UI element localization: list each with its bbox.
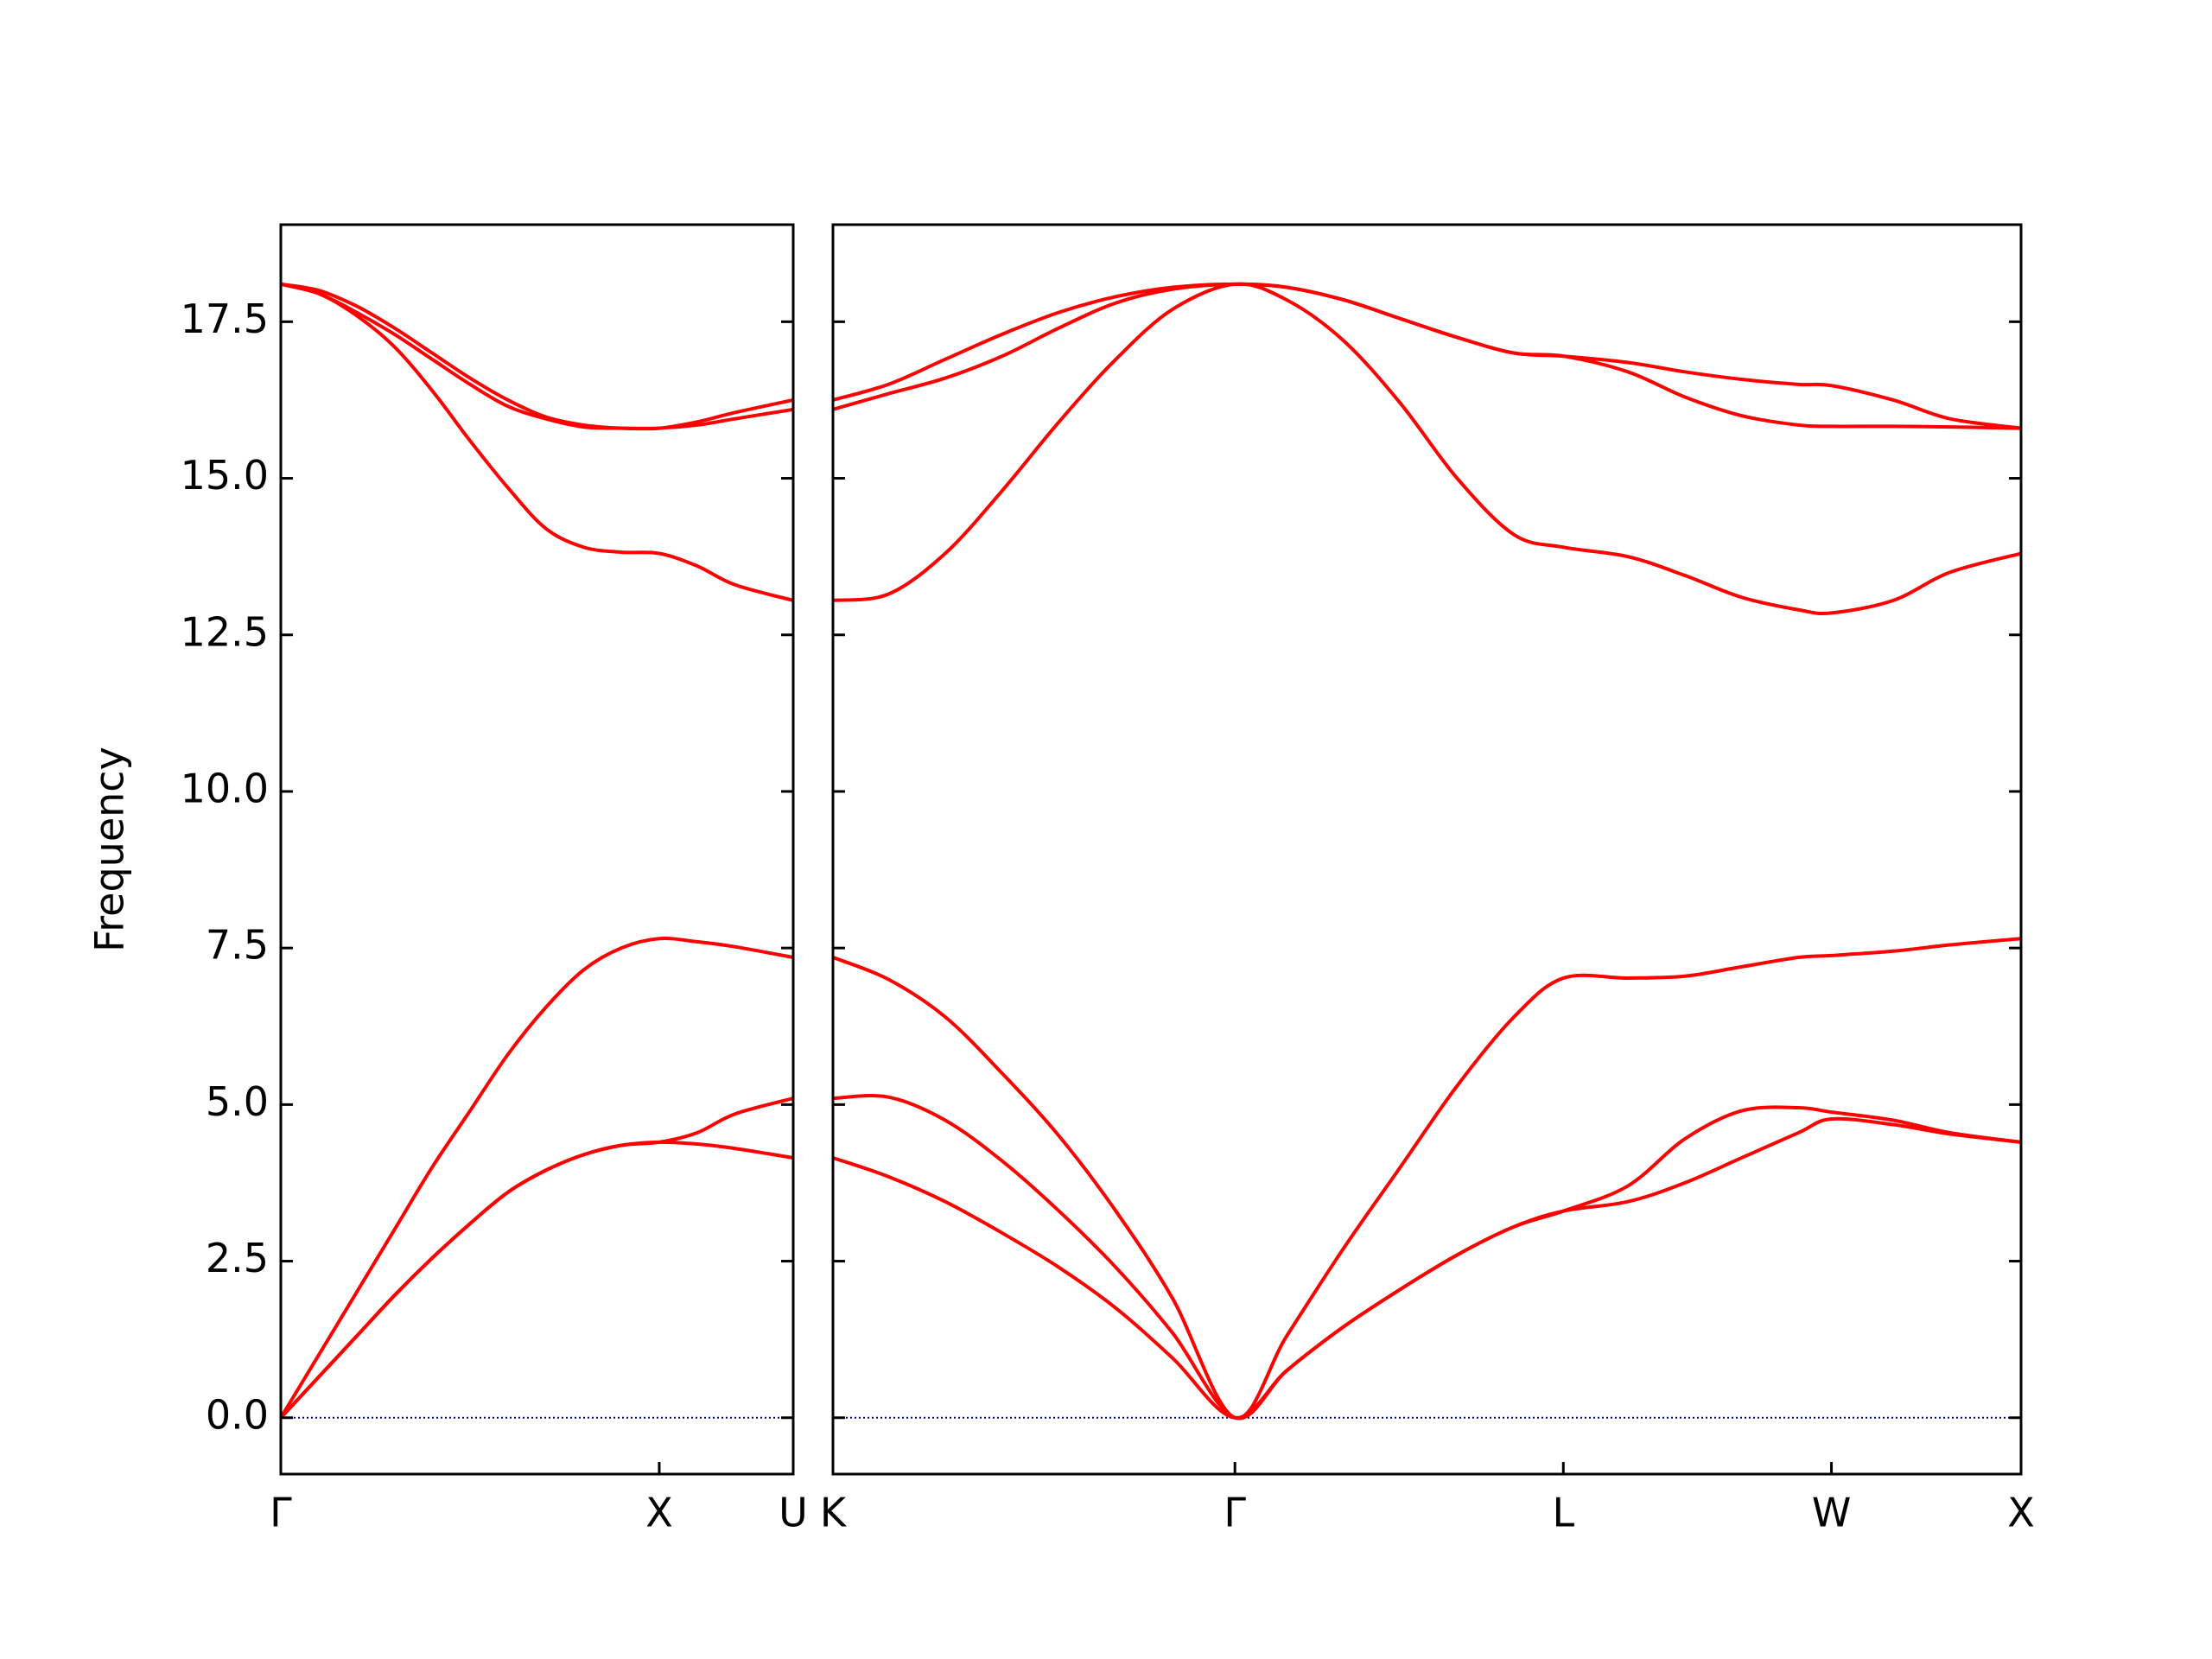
x-tick-label: Γ bbox=[270, 1490, 292, 1536]
y-tick-label: 0.0 bbox=[206, 1391, 269, 1438]
y-tick-label: 15.0 bbox=[181, 452, 269, 499]
band-line bbox=[281, 282, 793, 602]
band-line bbox=[833, 282, 2021, 616]
y-tick-label: 7.5 bbox=[206, 922, 269, 969]
y-axis-label: Frequency bbox=[86, 747, 133, 952]
y-tick-label: 17.5 bbox=[181, 296, 269, 342]
band-line bbox=[833, 282, 2021, 430]
y-tick-label: 12.5 bbox=[181, 608, 269, 655]
x-tick-label: X bbox=[2007, 1490, 2035, 1536]
x-tick-label: U bbox=[779, 1490, 808, 1536]
band-line bbox=[281, 1140, 793, 1420]
band-line bbox=[281, 282, 793, 430]
band-line bbox=[833, 1116, 2021, 1420]
band-line bbox=[281, 282, 793, 431]
y-tick-label: 5.0 bbox=[206, 1078, 269, 1125]
x-tick-label: Γ bbox=[1224, 1490, 1246, 1536]
x-tick-label: K bbox=[820, 1490, 848, 1536]
x-tick-label: L bbox=[1552, 1490, 1574, 1536]
band-line bbox=[833, 937, 2021, 1421]
axes-frame bbox=[831, 223, 2023, 1476]
band-line bbox=[281, 937, 793, 1419]
band-line bbox=[281, 1096, 793, 1420]
band-line bbox=[833, 282, 2021, 430]
axes-frame bbox=[279, 223, 795, 1476]
x-tick-label: W bbox=[1812, 1490, 1851, 1536]
y-tick-label: 2.5 bbox=[206, 1235, 269, 1281]
y-tick-label: 10.0 bbox=[181, 765, 269, 811]
band-line bbox=[833, 1094, 2021, 1421]
x-tick-label: X bbox=[645, 1490, 673, 1536]
